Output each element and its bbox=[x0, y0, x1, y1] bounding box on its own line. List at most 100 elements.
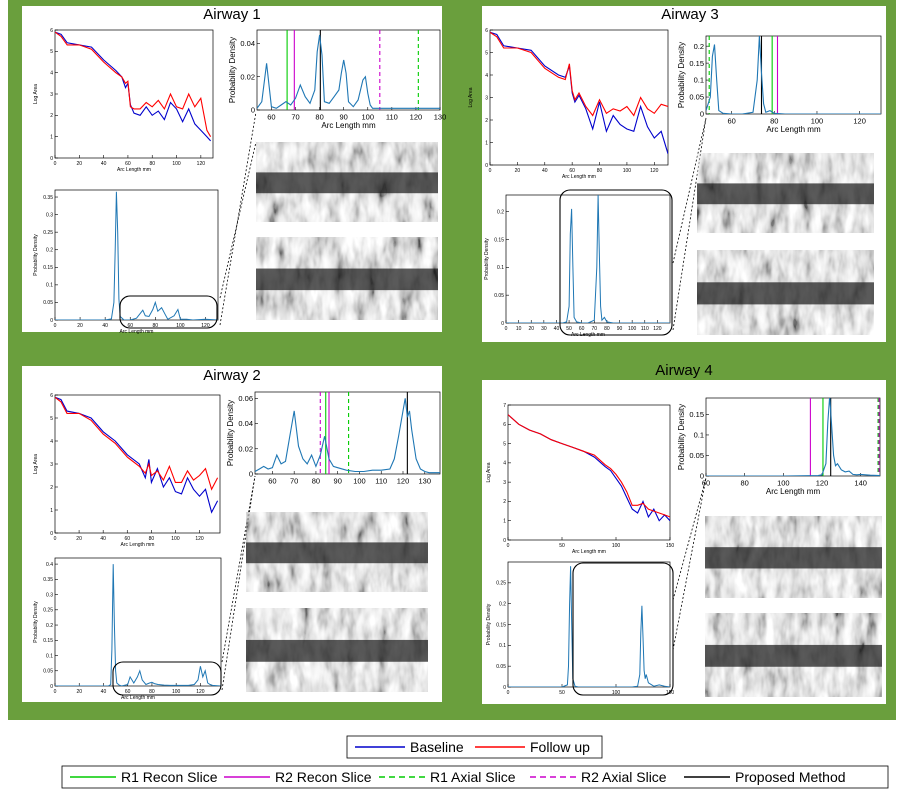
zoom-region-box bbox=[559, 189, 673, 336]
y-tick-label: 0 bbox=[50, 684, 53, 690]
y-tick-label: 0 bbox=[700, 472, 704, 481]
y-tick-label: 0.15 bbox=[496, 622, 506, 628]
y-tick-label: 1 bbox=[485, 140, 488, 146]
x-tick-label: 90 bbox=[334, 477, 342, 486]
panel-airway-2: Airway 2 0 20 40 60 80 100 120 0 1 2 3 4 5 6 Arc Length… bbox=[22, 366, 442, 702]
y-tick-label: 0 bbox=[251, 106, 255, 115]
airway-lumen bbox=[246, 542, 428, 564]
y-tick-label: 0.05 bbox=[689, 93, 704, 102]
log-area-plot: 0 50 100 150 0 1 2 3 4 5 6 7 Arc Length mm Log Area bbox=[486, 403, 674, 555]
x-tick-label: 0 bbox=[54, 323, 57, 329]
y-tick-label: 0.25 bbox=[496, 581, 506, 587]
y-tick-label: 0.05 bbox=[43, 300, 53, 306]
pdf-zoom-plot: 60 70 80 90 100 110 120 130 0 0.02 0.04 0.06Probabi… bbox=[226, 391, 441, 486]
x-tick-label: 70 bbox=[592, 326, 598, 332]
y-tick-label: 0.3 bbox=[46, 212, 53, 218]
x-axis-label: Arc Length mm bbox=[766, 125, 821, 134]
x-tick-label: 100 bbox=[362, 113, 375, 122]
series-line-follow-up bbox=[490, 31, 668, 117]
x-tick-label: 120 bbox=[197, 161, 206, 167]
axial-slice-image bbox=[256, 237, 438, 320]
series-line-follow-up bbox=[55, 396, 219, 491]
zoom-connector-line bbox=[672, 477, 707, 651]
x-tick-label: 120 bbox=[853, 117, 866, 126]
x-axis-label: Arc Length mm bbox=[121, 695, 155, 701]
panel-title: Airway 4 bbox=[655, 362, 713, 379]
density-line bbox=[55, 191, 218, 320]
panel-airway-4: Airway 4 0 50 100 150 0 1 2 3 4 5 6 7 Arc Length mm Lo… bbox=[482, 362, 886, 704]
y-tick-label: 0.35 bbox=[43, 577, 53, 583]
x-tick-label: 100 bbox=[353, 477, 366, 486]
y-tick-label: 0.15 bbox=[689, 59, 704, 68]
y-tick-label: 0.4 bbox=[46, 562, 53, 568]
y-tick-label: 0.1 bbox=[46, 283, 53, 289]
y-tick-label: 0.25 bbox=[43, 230, 53, 236]
x-tick-label: 120 bbox=[196, 689, 205, 695]
airway-lumen bbox=[705, 547, 882, 569]
y-axis-label: Probability Density bbox=[33, 234, 39, 276]
y-axis-label: Probability Density bbox=[677, 404, 686, 470]
y-tick-label: 0.25 bbox=[43, 608, 53, 614]
x-tick-label: 130 bbox=[434, 113, 447, 122]
y-tick-label: 1 bbox=[50, 508, 53, 514]
x-tick-label: 100 bbox=[176, 323, 185, 329]
x-tick-label: 60 bbox=[124, 536, 130, 542]
x-tick-label: 10 bbox=[516, 326, 522, 332]
legend-label-r1-recon-slice: R1 Recon Slice bbox=[121, 769, 218, 785]
x-tick-label: 100 bbox=[628, 326, 637, 332]
pdf-full-plot: 0 20 40 60 80 100 120 0 0.05 0.1 0.15 0.2 0.25 0.3 0.3… bbox=[33, 189, 219, 335]
pdf-full-plot: 0 10 20 30 40 50 60 70 80 90 100 110 120 0 0.05 0.1 0.15… bbox=[484, 194, 671, 338]
y-tick-label: 0.2 bbox=[497, 209, 504, 215]
x-tick-label: 60 bbox=[127, 323, 133, 329]
x-tick-label: 120 bbox=[650, 168, 659, 174]
y-tick-label: 6 bbox=[50, 393, 53, 399]
x-tick-label: 50 bbox=[559, 543, 565, 549]
x-tick-label: 100 bbox=[172, 689, 181, 695]
zoom-connector-line bbox=[219, 141, 257, 299]
y-axis-label: Probability Density bbox=[484, 238, 490, 280]
x-tick-label: 40 bbox=[554, 326, 560, 332]
x-tick-label: 60 bbox=[702, 479, 710, 488]
legend-label-follow-up: Follow up bbox=[530, 739, 590, 755]
x-tick-label: 0 bbox=[54, 536, 57, 542]
y-axis-label: Probability Density bbox=[33, 601, 39, 643]
x-tick-label: 60 bbox=[727, 117, 735, 126]
y-tick-label: 3 bbox=[485, 95, 488, 101]
series-line-follow-up bbox=[55, 31, 212, 137]
y-tick-label: 6 bbox=[50, 28, 53, 34]
x-tick-label: 80 bbox=[315, 113, 323, 122]
x-tick-label: 70 bbox=[291, 113, 299, 122]
x-tick-label: 60 bbox=[125, 161, 131, 167]
zoom-connector-line bbox=[672, 117, 707, 264]
pdf-zoom-plot: 60 70 80 90 100 110 120 130 0 0.02 0.04 Arc Length … bbox=[228, 29, 447, 130]
legend-box bbox=[346, 735, 603, 759]
x-tick-label: 60 bbox=[268, 477, 276, 486]
y-tick-label: 2 bbox=[50, 485, 53, 491]
log-area-plot: 0 20 40 60 80 100 120 0 1 2 3 4 5 6 Arc Length mm Log A… bbox=[468, 28, 669, 180]
y-tick-label: 0 bbox=[503, 685, 506, 691]
x-tick-label: 100 bbox=[612, 543, 621, 549]
series-line-follow-up bbox=[508, 414, 670, 518]
y-tick-label: 4 bbox=[485, 73, 488, 79]
y-tick-label: 0 bbox=[50, 318, 53, 324]
y-axis-label: Log Area bbox=[468, 87, 474, 107]
y-tick-label: 0.02 bbox=[238, 444, 253, 453]
y-tick-label: 0.2 bbox=[46, 623, 53, 629]
x-tick-label: 0 bbox=[507, 690, 510, 696]
pdf-zoom-plot: 60 80 100 120 140 0 0.05 0.1 0.15 Arc Length mm Pr… bbox=[677, 397, 881, 496]
legend-box bbox=[61, 765, 889, 789]
x-tick-label: 50 bbox=[559, 690, 565, 696]
y-axis-label: Probability Density bbox=[486, 603, 492, 645]
legend-label-r2-axial-slice: R2 Axial Slice bbox=[581, 769, 667, 785]
x-tick-label: 90 bbox=[617, 326, 623, 332]
y-tick-label: 5 bbox=[485, 50, 488, 56]
plot-area bbox=[54, 394, 221, 534]
panel-title: Airway 1 bbox=[203, 6, 261, 23]
plot-area bbox=[54, 557, 222, 687]
y-tick-label: 1 bbox=[503, 518, 506, 524]
airway-lumen bbox=[697, 183, 874, 205]
y-tick-label: 4 bbox=[50, 70, 53, 76]
x-tick-label: 140 bbox=[854, 479, 867, 488]
density-line bbox=[55, 564, 221, 686]
